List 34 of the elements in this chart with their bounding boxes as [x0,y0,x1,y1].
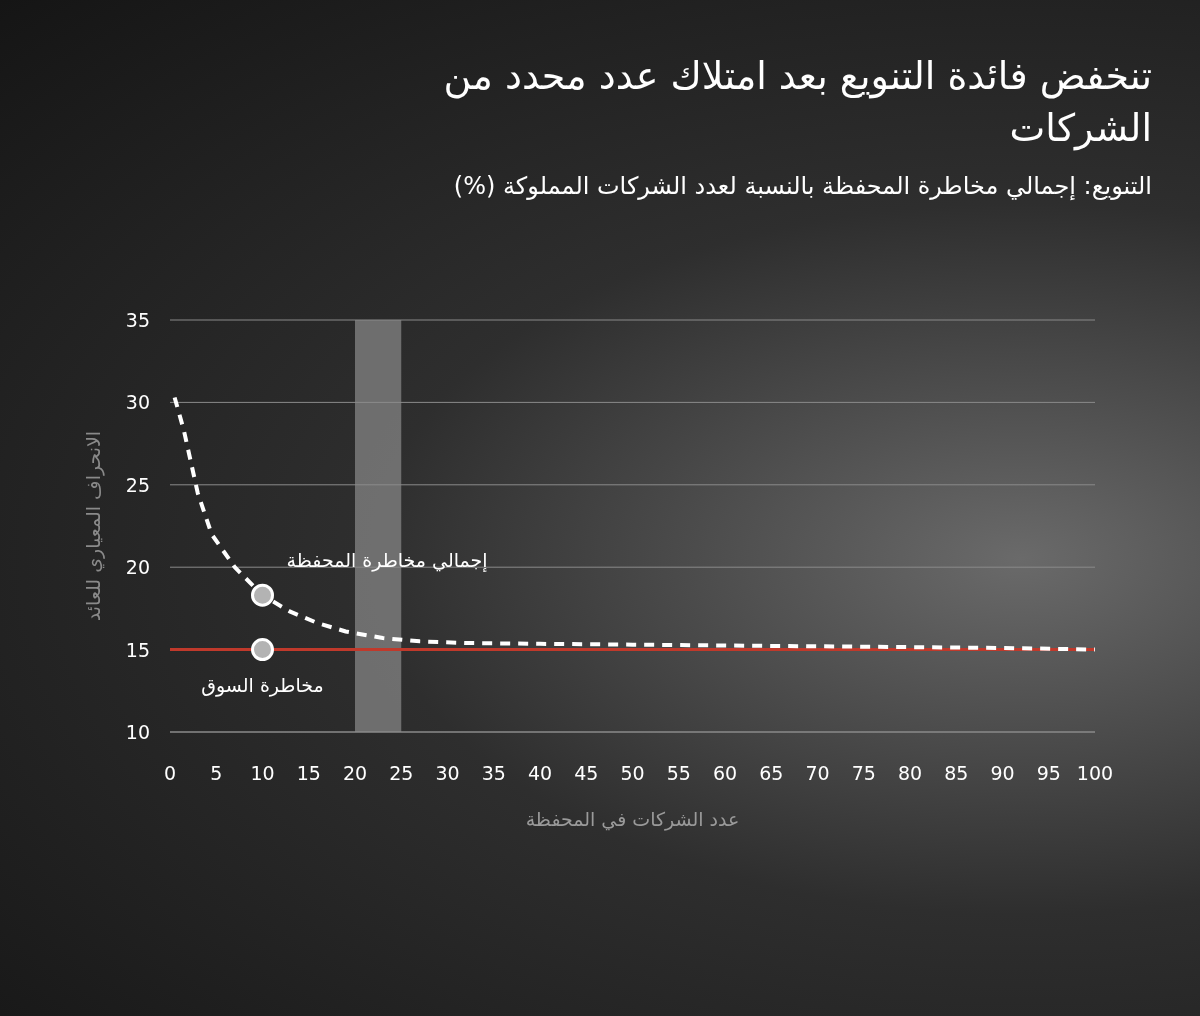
x-tick-label: 25 [389,762,414,784]
line-series [172,395,1097,652]
x-tick-label: 80 [897,762,923,784]
x-tick-label: 20 [342,762,368,784]
x-tick-label: 75 [851,762,876,784]
chart-title: تنخفض فائدة التنويع بعد امتلاك عدد محدد من الشركات [442,53,1152,153]
y-tick-label: 25 [125,473,150,496]
x-tick-label: 0 [163,762,177,784]
chart-subtitle: التنويع: إجمالي مخاطرة المحفظة بالنسبة لعدد الشركات المملوكة (%) [452,172,1152,200]
x-tick-label: 85 [944,762,969,784]
y-tick-label: 20 [125,556,150,579]
x-tick-label: 65 [759,762,784,784]
y-tick-label: 30 [125,391,150,414]
y-axis-title: الانحراف المعياري للعائد [82,430,105,622]
x-tick-label: 100 [1076,762,1114,784]
x-tick-label: 45 [574,762,599,784]
x-tick-label: 60 [712,762,738,784]
x-tick-label: 30 [435,762,460,784]
x-tick-label: 55 [666,762,691,784]
y-tick-label: 15 [125,638,150,661]
x-tick-label: 90 [990,762,1015,784]
x-tick-label: 70 [805,762,830,784]
x-tick-label: 15 [296,762,321,784]
y-tick-label: 10 [125,721,150,743]
x-tick-label: 95 [1036,762,1061,784]
x-tick-label: 5 [210,762,223,784]
x-tick-label: 35 [481,762,506,784]
annotation: إجمالي مخاطرة المحفظة [286,549,488,574]
x-axis-title: عدد الشركات في المحفظة [525,808,740,831]
x-tick-label: 50 [620,762,645,784]
x-tick-label: 40 [527,762,553,784]
y-tick-label: 35 [125,309,150,331]
x-tick-label: 10 [250,762,275,784]
annotation: مخاطرة السوق [201,673,324,697]
